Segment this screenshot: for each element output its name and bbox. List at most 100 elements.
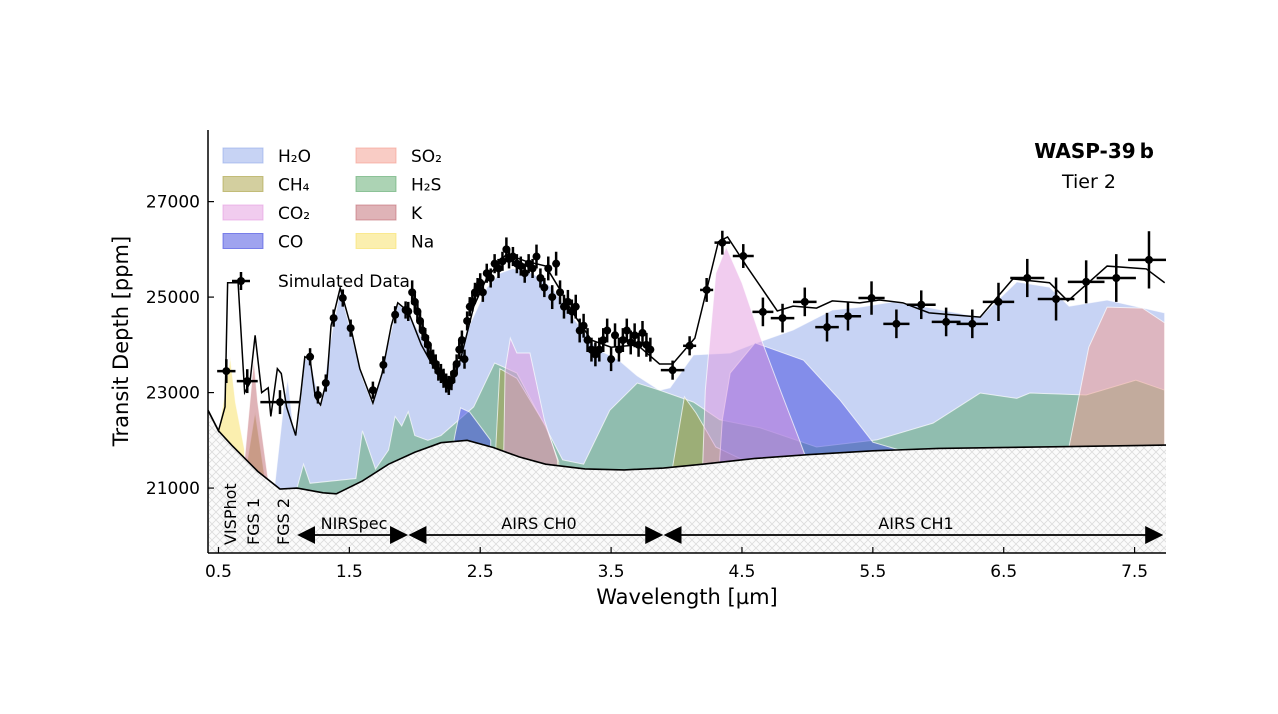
data-point-marker <box>626 338 635 347</box>
legend-swatch-na <box>355 233 397 249</box>
data-point-marker <box>622 326 631 335</box>
data-point <box>486 268 495 288</box>
x-tick-label: 7.5 <box>1121 562 1148 582</box>
data-point-marker <box>494 264 503 273</box>
instrument-annotations: VISPhot FGS 1 FGS 2 NIRSpec AIRS CH0 AIR… <box>221 483 1164 545</box>
legend-swatch-k <box>355 204 397 221</box>
data-point-marker <box>552 259 561 268</box>
data-point <box>883 309 910 339</box>
data-point-marker <box>306 352 315 361</box>
data-point <box>1037 277 1075 321</box>
data-point <box>660 360 685 380</box>
legend-label-simulated-data: Simulated Data <box>278 272 410 292</box>
instrument-label-fgs1: FGS 1 <box>244 498 263 545</box>
data-point-marker <box>571 302 580 311</box>
instrument-label-nirspec: NIRSpec <box>321 514 388 533</box>
legend-label-k: K <box>411 204 423 224</box>
data-point-marker <box>544 264 553 273</box>
data-point <box>815 312 839 342</box>
y-tick-label: 23000 <box>146 384 200 404</box>
data-point <box>626 330 635 355</box>
data-point-marker <box>843 312 852 321</box>
data-point <box>700 278 714 302</box>
data-point-marker <box>1023 274 1032 283</box>
instrument-label-fgs2: FGS 2 <box>274 498 293 545</box>
data-point <box>752 297 774 327</box>
data-point-marker <box>368 386 377 395</box>
instrument-label-airs-ch0: AIRS CH0 <box>501 514 576 533</box>
data-point <box>834 301 862 331</box>
data-point-marker <box>599 336 608 345</box>
data-point <box>1010 258 1045 298</box>
data-point-marker <box>758 307 767 316</box>
data-point-marker <box>607 355 616 364</box>
data-point <box>956 309 989 339</box>
legend-label-ch4: CH₄ <box>278 176 310 196</box>
data-point <box>931 307 961 337</box>
data-point <box>528 258 537 279</box>
data-point-marker <box>618 336 627 345</box>
data-point <box>595 337 604 362</box>
data-point-marker <box>968 319 977 328</box>
data-point-marker <box>1052 295 1061 304</box>
data-point-marker <box>634 340 643 349</box>
data-point-marker <box>463 316 472 325</box>
data-point-marker <box>222 367 231 376</box>
chart-title: WASP-39 b <box>1034 139 1154 163</box>
data-point <box>329 309 338 327</box>
data-point <box>516 256 525 276</box>
data-point-marker <box>702 285 711 294</box>
instrument-label-visphot: VISPhot <box>221 483 240 545</box>
data-point <box>540 278 549 298</box>
data-point <box>391 306 400 324</box>
data-point <box>714 230 731 255</box>
data-point <box>482 263 491 283</box>
data-point <box>982 282 1015 321</box>
data-point-marker <box>646 345 655 354</box>
data-point-marker <box>823 323 832 332</box>
data-point <box>346 319 355 337</box>
data-point <box>770 303 795 333</box>
legend-label-co2: CO₂ <box>278 204 310 224</box>
legend-label-h2o: H₂O <box>278 147 311 167</box>
legend-swatch-co <box>222 233 264 249</box>
data-point <box>614 337 623 362</box>
data-point <box>603 318 612 343</box>
data-point <box>611 323 620 348</box>
data-point-marker <box>321 379 330 388</box>
data-point <box>571 294 580 319</box>
data-point-marker <box>498 257 507 266</box>
data-point <box>634 332 643 357</box>
data-point <box>463 311 472 331</box>
data-point-marker <box>548 293 557 302</box>
data-point-marker <box>611 331 620 340</box>
data-point-marker <box>942 317 951 326</box>
data-point <box>379 356 388 374</box>
data-point <box>1096 254 1136 302</box>
data-point <box>1067 260 1105 304</box>
data-point <box>460 349 469 369</box>
data-point <box>599 328 608 353</box>
legend-label-so2: SO₂ <box>411 147 442 167</box>
x-tick-label: 6.5 <box>990 562 1017 582</box>
data-point <box>498 251 507 271</box>
data-point <box>478 282 487 302</box>
legend-swatch-co2 <box>222 204 264 221</box>
data-point <box>520 263 529 283</box>
data-point-marker <box>486 274 495 283</box>
y-axis-label: Transit Depth [ppm] <box>109 236 133 447</box>
x-tick-label: 3.5 <box>598 562 625 582</box>
data-point-marker <box>404 307 413 316</box>
x-tick-label: 0.5 <box>205 562 232 582</box>
data-point <box>552 251 561 276</box>
data-point <box>622 318 631 343</box>
data-point-marker <box>379 360 388 369</box>
data-point-marker <box>460 355 469 364</box>
data-point-marker <box>329 314 338 323</box>
data-point-marker <box>595 345 604 354</box>
legend-label-na: Na <box>411 233 434 253</box>
data-point-marker <box>1144 255 1153 264</box>
data-point-marker <box>540 283 549 292</box>
